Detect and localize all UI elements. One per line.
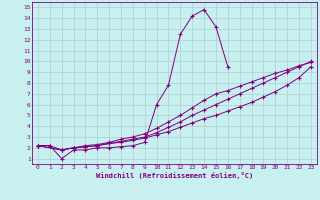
X-axis label: Windchill (Refroidissement éolien,°C): Windchill (Refroidissement éolien,°C) [96, 172, 253, 179]
